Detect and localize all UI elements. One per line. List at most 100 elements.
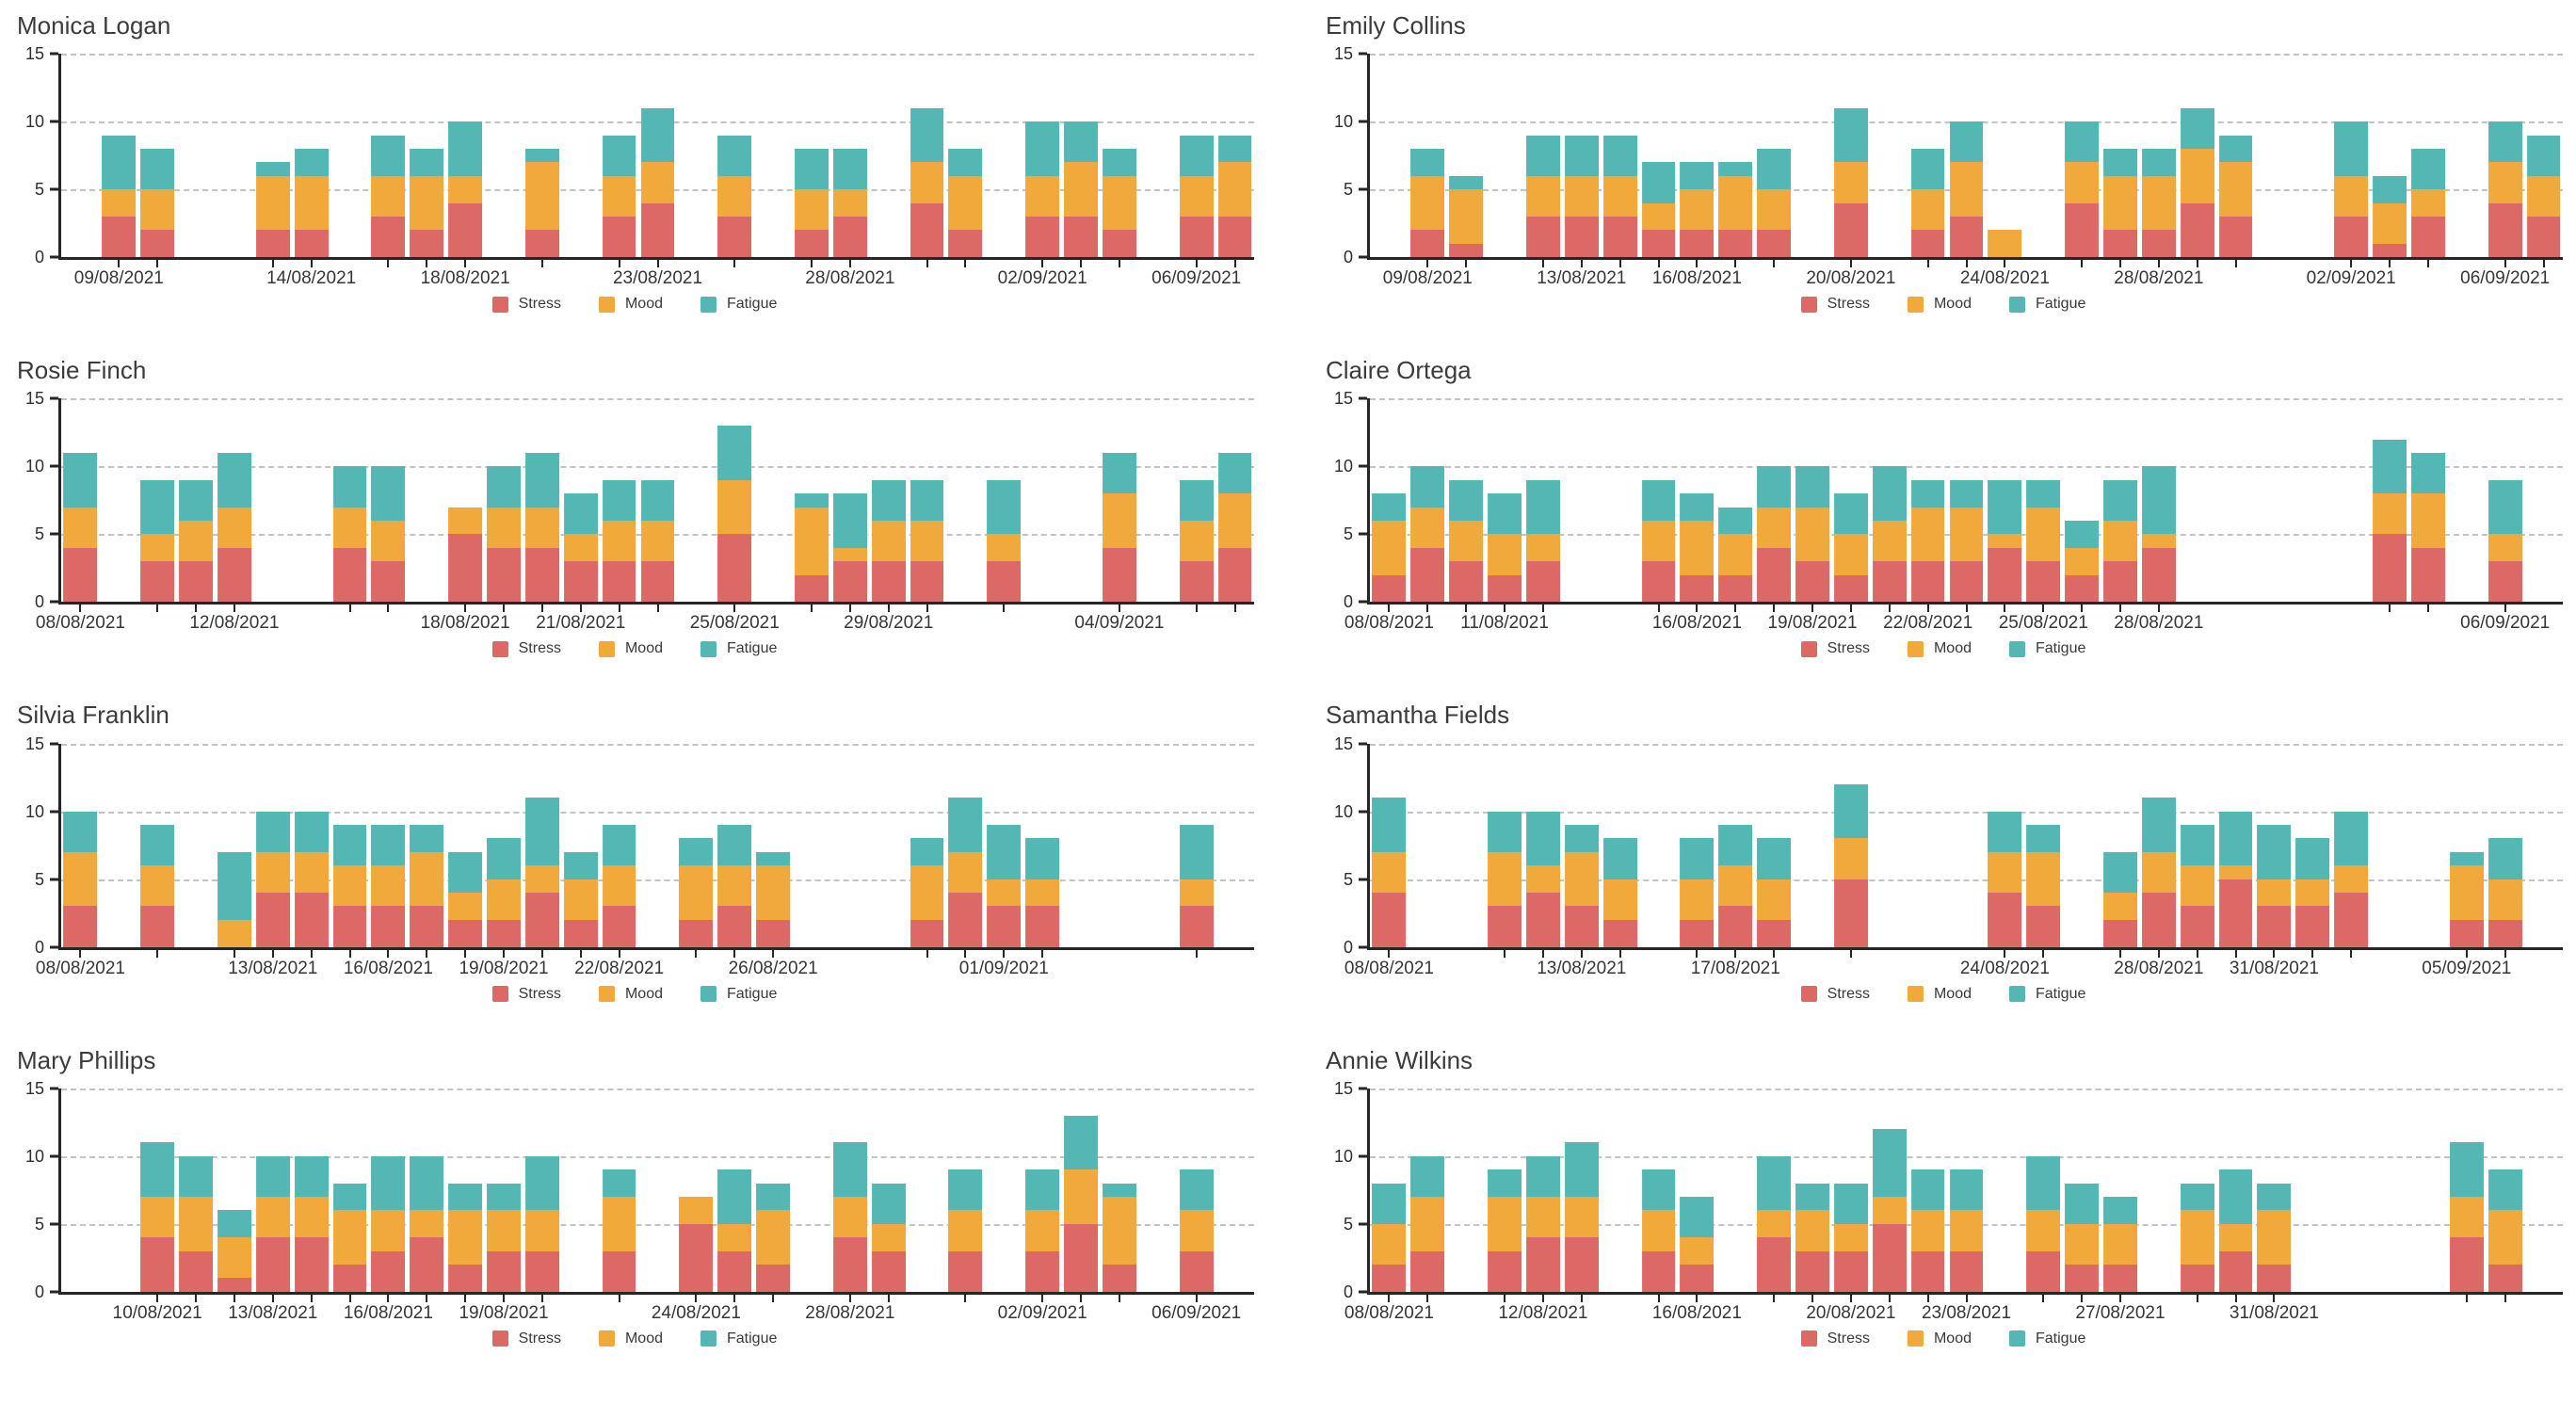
bar-segment-mood[interactable] bbox=[487, 1210, 521, 1251]
bar-30-08-2021[interactable] bbox=[910, 744, 944, 947]
bar-31-08-2021[interactable] bbox=[948, 54, 983, 258]
bar-segment-fatigue[interactable] bbox=[910, 479, 944, 521]
bar-segment-mood[interactable] bbox=[1641, 521, 1676, 562]
legend-item-mood[interactable]: Mood bbox=[1907, 1330, 1972, 1347]
bar-segment-mood[interactable] bbox=[1988, 851, 2022, 893]
bar-segment-mood[interactable] bbox=[255, 175, 290, 231]
bar-segment-stress[interactable] bbox=[1872, 561, 1907, 603]
bar-segment-mood[interactable] bbox=[602, 521, 636, 562]
bar-segment-mood[interactable] bbox=[448, 1210, 483, 1265]
bar-segment-stress[interactable] bbox=[1718, 574, 1753, 603]
bar-segment-mood[interactable] bbox=[102, 189, 137, 217]
bar-segment-fatigue[interactable] bbox=[332, 824, 367, 866]
bar-segment-stress[interactable] bbox=[1757, 547, 1792, 603]
bar-04-09-2021[interactable] bbox=[2411, 398, 2445, 603]
bar-segment-stress[interactable] bbox=[832, 217, 867, 258]
legend-item-stress[interactable]: Stress bbox=[491, 296, 561, 313]
bar-segment-stress[interactable] bbox=[795, 230, 829, 258]
bar-segment-fatigue[interactable] bbox=[1680, 493, 1715, 521]
bar-segment-mood[interactable] bbox=[640, 162, 675, 203]
bar-segment-fatigue[interactable] bbox=[2141, 798, 2176, 852]
bar-06-09-2021[interactable] bbox=[1179, 1089, 1214, 1292]
bar-29-08-2021[interactable] bbox=[2180, 54, 2214, 258]
bar-segment-fatigue[interactable] bbox=[1718, 824, 1753, 866]
bar-segment-mood[interactable] bbox=[410, 851, 444, 907]
bar-segment-mood[interactable] bbox=[140, 534, 175, 562]
bar-segment-fatigue[interactable] bbox=[1718, 162, 1753, 176]
bar-segment-stress[interactable] bbox=[717, 534, 752, 603]
bar-segment-stress[interactable] bbox=[2257, 906, 2292, 947]
bar-segment-mood[interactable] bbox=[1525, 534, 1560, 562]
bar-06-09-2021[interactable] bbox=[2487, 398, 2522, 603]
bar-segment-stress[interactable] bbox=[2295, 906, 2330, 947]
bar-16-08-2021[interactable] bbox=[371, 398, 406, 603]
bar-segment-mood[interactable] bbox=[1179, 521, 1214, 562]
bar-segment-fatigue[interactable] bbox=[371, 135, 406, 176]
bar-15-08-2021[interactable] bbox=[1641, 398, 1676, 603]
bar-segment-stress[interactable] bbox=[1025, 1250, 1060, 1292]
bar-segment-mood[interactable] bbox=[217, 1237, 251, 1279]
bar-segment-stress[interactable] bbox=[948, 230, 983, 258]
bar-segment-stress[interactable] bbox=[2026, 561, 2061, 603]
bar-16-08-2021[interactable] bbox=[371, 744, 406, 947]
bar-segment-stress[interactable] bbox=[1757, 919, 1792, 947]
bar-segment-fatigue[interactable] bbox=[524, 798, 559, 866]
bar-segment-fatigue[interactable] bbox=[1641, 1169, 1676, 1211]
bar-segment-stress[interactable] bbox=[2065, 1264, 2100, 1292]
bar-segment-stress[interactable] bbox=[679, 919, 714, 947]
bar-10-08-2021[interactable] bbox=[140, 1089, 175, 1292]
bar-10-08-2021[interactable] bbox=[1449, 398, 1484, 603]
bar-segment-stress[interactable] bbox=[140, 1237, 175, 1292]
bar-segment-mood[interactable] bbox=[602, 865, 636, 907]
bar-segment-stress[interactable] bbox=[1910, 561, 1945, 603]
bar-segment-stress[interactable] bbox=[1680, 230, 1715, 258]
bar-24-08-2021[interactable] bbox=[1988, 744, 2022, 947]
bar-segment-mood[interactable] bbox=[448, 892, 483, 920]
bar-19-08-2021[interactable] bbox=[487, 398, 521, 603]
bar-segment-stress[interactable] bbox=[602, 1250, 636, 1292]
bar-segment-stress[interactable] bbox=[1910, 230, 1945, 258]
bar-segment-mood[interactable] bbox=[524, 162, 559, 231]
bar-segment-mood[interactable] bbox=[832, 547, 867, 562]
bar-18-08-2021[interactable] bbox=[448, 744, 483, 947]
bar-13-08-2021[interactable] bbox=[1564, 744, 1599, 947]
bar-segment-mood[interactable] bbox=[2026, 507, 2061, 562]
bar-segment-stress[interactable] bbox=[2373, 243, 2407, 258]
bar-segment-fatigue[interactable] bbox=[294, 811, 329, 852]
bar-18-08-2021[interactable] bbox=[1757, 54, 1792, 258]
bar-segment-stress[interactable] bbox=[756, 1264, 791, 1292]
bar-segment-stress[interactable] bbox=[717, 906, 752, 947]
bar-08-08-2021[interactable] bbox=[1372, 398, 1407, 603]
bar-segment-mood[interactable] bbox=[2373, 493, 2407, 535]
bar-segment-fatigue[interactable] bbox=[1449, 175, 1484, 190]
bar-segment-mood[interactable] bbox=[756, 865, 791, 920]
bar-segment-mood[interactable] bbox=[2026, 1210, 2061, 1251]
bar-15-08-2021[interactable] bbox=[1641, 54, 1676, 258]
bar-segment-mood[interactable] bbox=[487, 879, 521, 920]
bar-segment-mood[interactable] bbox=[332, 507, 367, 548]
bar-segment-mood[interactable] bbox=[1872, 521, 1907, 562]
bar-segment-stress[interactable] bbox=[1372, 1264, 1407, 1292]
bar-segment-stress[interactable] bbox=[448, 202, 483, 258]
bar-segment-fatigue[interactable] bbox=[1103, 1183, 1136, 1197]
bar-segment-stress[interactable] bbox=[410, 230, 444, 258]
bar-segment-fatigue[interactable] bbox=[717, 824, 752, 866]
bar-31-08-2021[interactable] bbox=[948, 1089, 983, 1292]
bar-segment-mood[interactable] bbox=[371, 1210, 406, 1251]
bar-segment-stress[interactable] bbox=[1602, 919, 1637, 947]
bar-segment-mood[interactable] bbox=[717, 175, 752, 217]
bar-30-08-2021[interactable] bbox=[910, 54, 944, 258]
bar-segment-fatigue[interactable] bbox=[1757, 1155, 1792, 1211]
bar-01-09-2021[interactable] bbox=[2295, 744, 2330, 947]
bar-23-08-2021[interactable] bbox=[640, 398, 675, 603]
bar-segment-fatigue[interactable] bbox=[371, 1155, 406, 1211]
bar-segment-stress[interactable] bbox=[832, 1237, 867, 1292]
bar-22-08-2021[interactable] bbox=[602, 1089, 636, 1292]
bar-segment-mood[interactable] bbox=[1217, 493, 1252, 548]
bar-segment-fatigue[interactable] bbox=[1949, 479, 1984, 508]
bar-segment-mood[interactable] bbox=[2103, 521, 2137, 562]
bar-segment-fatigue[interactable] bbox=[2373, 439, 2407, 494]
bar-segment-stress[interactable] bbox=[1872, 1223, 1907, 1292]
bar-segment-mood[interactable] bbox=[2334, 865, 2369, 893]
bar-segment-stress[interactable] bbox=[371, 217, 406, 258]
